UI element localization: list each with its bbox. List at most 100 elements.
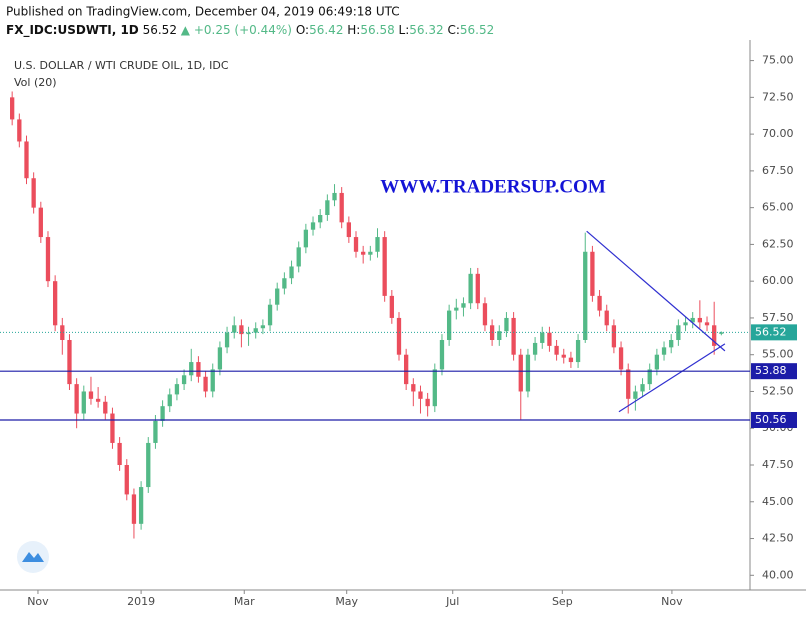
candle-body xyxy=(282,278,287,289)
candle-body xyxy=(10,97,15,120)
candle-body xyxy=(318,215,323,223)
candle-body xyxy=(289,266,294,279)
candle-body xyxy=(303,229,309,248)
candle-body xyxy=(146,442,151,488)
candle-body xyxy=(497,331,502,340)
ohlc-key: H: xyxy=(347,23,360,37)
candle-body xyxy=(110,413,115,443)
candle-body xyxy=(439,340,445,370)
candle-body xyxy=(626,369,631,399)
x-tick-label: Nov xyxy=(661,595,683,608)
candle-body xyxy=(160,406,165,421)
candle-body xyxy=(654,354,660,370)
change-arrow: ▲ xyxy=(181,23,191,37)
symbol: FX_IDC:USDWTI, 1D xyxy=(6,23,139,38)
candle-body xyxy=(38,207,43,238)
candle-body xyxy=(196,362,201,377)
y-tick-label: 70.00 xyxy=(762,127,794,140)
candle-body xyxy=(325,200,330,215)
candle-body xyxy=(174,384,180,395)
candle-body xyxy=(389,295,394,318)
candle-body xyxy=(583,251,588,340)
watermark: WWW.TRADERSUP.COM xyxy=(380,176,606,197)
candle-body xyxy=(253,328,258,333)
candle-body xyxy=(138,487,144,524)
candle-body xyxy=(446,310,452,340)
candle-body xyxy=(239,325,244,335)
x-tick-label: Jul xyxy=(445,595,459,608)
candle-body xyxy=(24,141,29,179)
y-tick-label: 62.50 xyxy=(762,237,794,250)
price-label: 53.88 xyxy=(755,364,787,377)
candle-body xyxy=(640,384,645,392)
candle-body xyxy=(60,325,65,340)
candle-body xyxy=(554,345,559,355)
candle-body xyxy=(45,237,51,282)
candle-body xyxy=(712,325,717,346)
candle-body xyxy=(418,391,423,399)
candle-body xyxy=(669,340,674,348)
candle-body xyxy=(246,332,251,335)
candle-body xyxy=(468,273,473,304)
candle-body xyxy=(181,375,187,385)
candle-body xyxy=(260,325,266,329)
candle-body xyxy=(368,251,373,255)
candle-body xyxy=(683,322,688,326)
ohlc-key: L: xyxy=(399,23,410,37)
y-tick-label: 40.00 xyxy=(762,568,794,581)
candle-body xyxy=(719,332,724,334)
y-tick-label: 65.00 xyxy=(762,201,794,214)
price-label: 56.52 xyxy=(755,325,787,338)
candle-body xyxy=(618,347,624,370)
candle-body xyxy=(353,237,359,252)
x-tick-label: 2019 xyxy=(127,595,155,608)
candle-body xyxy=(103,401,108,414)
candle-body xyxy=(647,369,652,385)
candle-body xyxy=(411,384,416,392)
ohlc-value: 56.42 xyxy=(309,23,343,37)
price-label-box xyxy=(751,363,797,380)
candle-body xyxy=(131,494,137,524)
y-tick-label: 52.50 xyxy=(762,384,794,397)
published-line: Published on TradingView.com, December 0… xyxy=(6,5,400,19)
y-tick-label: 67.50 xyxy=(762,164,794,177)
candle-body xyxy=(296,247,301,267)
candle-body xyxy=(124,465,129,495)
candle-body xyxy=(611,325,617,348)
ohlc-value: 56.32 xyxy=(409,23,443,37)
x-tick-label: May xyxy=(335,595,358,608)
y-tick-label: 75.00 xyxy=(762,54,794,67)
y-tick-label: 55.00 xyxy=(762,348,794,361)
candle-body xyxy=(697,317,703,323)
candle-body xyxy=(597,295,602,311)
ohlc-key: O: xyxy=(296,23,309,37)
chart-title: U.S. DOLLAR / WTI CRUDE OIL, 1D, IDC xyxy=(14,59,229,72)
candle-body xyxy=(432,369,437,407)
x-tick-label: Sep xyxy=(552,595,573,608)
candle-body xyxy=(633,391,638,399)
candle-body xyxy=(425,398,430,407)
trendline xyxy=(618,343,726,413)
candle-body xyxy=(117,442,122,465)
candle-body xyxy=(339,192,344,223)
candle-body xyxy=(17,119,22,142)
trendline xyxy=(586,230,726,352)
candle-body xyxy=(332,192,337,201)
y-tick-label: 42.50 xyxy=(762,532,794,545)
candle-body xyxy=(561,354,566,358)
candle-body xyxy=(232,325,237,333)
candle-body xyxy=(382,237,387,296)
symbol-line: FX_IDC:USDWTI, 1D 56.52 ▲ +0.25 (+0.44%)… xyxy=(6,23,494,38)
candle-body xyxy=(310,222,316,230)
candle-body xyxy=(275,288,280,305)
y-tick-label: 45.00 xyxy=(762,495,794,508)
x-tick-label: Nov xyxy=(27,595,49,608)
y-tick-label: 57.50 xyxy=(762,311,794,324)
candle-body xyxy=(661,347,667,355)
candle-body xyxy=(604,310,609,326)
candle-body xyxy=(518,354,523,392)
candle-body xyxy=(396,317,402,355)
candle-body xyxy=(540,332,545,343)
price-label-box xyxy=(751,324,797,341)
